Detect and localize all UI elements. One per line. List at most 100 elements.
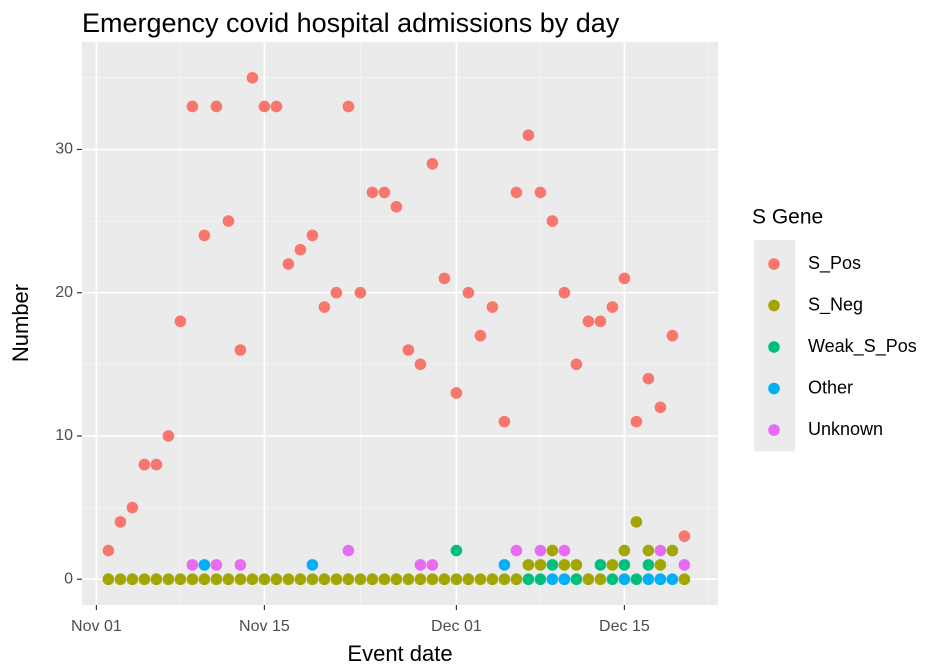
point xyxy=(222,573,235,586)
point xyxy=(162,430,175,442)
point xyxy=(450,573,463,586)
point xyxy=(546,559,559,571)
legend-title: S Gene xyxy=(752,206,823,229)
point xyxy=(438,573,451,586)
point xyxy=(558,559,571,571)
point xyxy=(186,100,199,113)
point xyxy=(150,573,163,586)
point xyxy=(210,573,223,586)
point xyxy=(210,100,223,113)
point xyxy=(294,243,307,256)
point xyxy=(474,573,487,586)
point xyxy=(306,559,319,571)
point xyxy=(666,329,679,342)
point xyxy=(510,573,523,586)
point xyxy=(666,573,679,586)
point xyxy=(654,559,667,571)
point xyxy=(102,573,115,586)
point xyxy=(618,544,631,557)
point xyxy=(426,573,439,586)
point xyxy=(246,72,259,84)
point xyxy=(546,573,559,586)
point xyxy=(522,573,535,586)
y-axis-label: Number xyxy=(8,284,33,362)
point xyxy=(198,573,211,586)
point xyxy=(306,229,319,242)
point xyxy=(174,315,187,328)
point xyxy=(654,401,667,414)
point xyxy=(342,573,355,586)
x-tick-label: Dec 15 xyxy=(599,618,650,635)
point xyxy=(534,186,547,199)
point xyxy=(546,215,559,227)
point xyxy=(570,573,583,586)
point xyxy=(234,573,247,586)
point xyxy=(534,559,547,571)
point xyxy=(570,358,583,371)
point xyxy=(414,358,427,371)
y-tick-label: 0 xyxy=(64,570,73,587)
point xyxy=(354,573,367,586)
point xyxy=(306,573,319,586)
point xyxy=(102,544,115,557)
point xyxy=(234,559,247,571)
point xyxy=(666,544,679,557)
point xyxy=(558,286,571,299)
point xyxy=(498,559,511,571)
point xyxy=(486,573,499,586)
point xyxy=(270,573,283,586)
point xyxy=(534,544,547,557)
point xyxy=(522,559,535,571)
point xyxy=(414,573,427,586)
point xyxy=(462,573,475,586)
point xyxy=(426,559,439,571)
legend-key xyxy=(768,299,780,312)
point xyxy=(678,530,691,543)
point xyxy=(342,544,355,557)
point xyxy=(594,315,607,328)
x-tick-label: Nov 15 xyxy=(239,618,290,635)
point xyxy=(186,573,199,586)
point xyxy=(366,186,379,199)
point xyxy=(198,559,211,571)
point xyxy=(330,286,343,299)
legend-label: Weak_S_Pos xyxy=(808,336,917,357)
point xyxy=(618,573,631,586)
point xyxy=(402,573,415,586)
point xyxy=(498,573,511,586)
point xyxy=(510,186,523,199)
point xyxy=(258,573,271,586)
point xyxy=(654,544,667,557)
legend-key xyxy=(768,424,780,436)
x-tick-label: Nov 01 xyxy=(71,618,122,635)
point xyxy=(450,544,463,557)
point xyxy=(378,186,391,199)
point xyxy=(282,573,295,586)
point xyxy=(582,315,595,328)
point xyxy=(186,559,199,571)
legend-label: S_Pos xyxy=(808,253,861,274)
point xyxy=(618,559,631,571)
point xyxy=(114,573,127,586)
point xyxy=(126,573,139,586)
point xyxy=(378,573,391,586)
point xyxy=(138,458,151,471)
point xyxy=(522,129,535,141)
point xyxy=(582,573,595,586)
legend-label: Unknown xyxy=(808,419,883,439)
point xyxy=(642,559,655,571)
point xyxy=(318,301,331,313)
point xyxy=(402,344,415,356)
point xyxy=(462,286,475,299)
point xyxy=(654,573,667,586)
y-tick-label: 10 xyxy=(55,427,73,444)
point xyxy=(258,100,271,113)
point xyxy=(222,215,235,227)
point xyxy=(642,573,655,586)
x-tick-label: Dec 01 xyxy=(431,618,482,635)
point xyxy=(558,573,571,586)
point xyxy=(486,301,499,313)
y-tick-label: 20 xyxy=(55,284,73,301)
point xyxy=(594,559,607,571)
